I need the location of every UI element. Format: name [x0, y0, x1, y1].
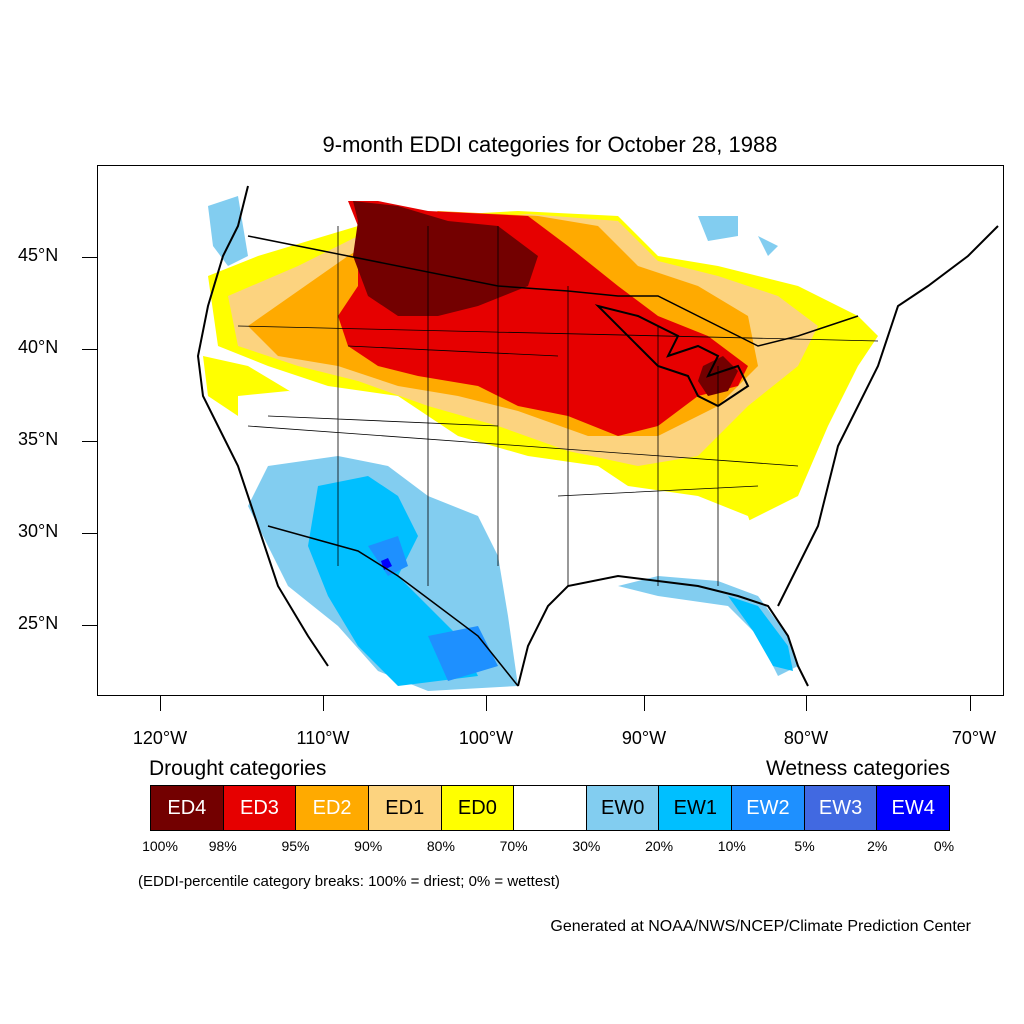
lat-label-35: 35°N [18, 429, 59, 449]
lat-tick [82, 257, 97, 258]
lat-label-30: 30°N [18, 521, 59, 541]
credit-line: Generated at NOAA/NWS/NCEP/Climate Predi… [550, 918, 971, 935]
lat-tick [82, 349, 97, 350]
state-lines [237, 226, 879, 586]
lon-label-100w: 100°W [458, 728, 514, 748]
lon-tick [806, 696, 807, 711]
border-mexico [267, 525, 519, 687]
legend-break-label: 80% [426, 838, 455, 854]
legend-break-label: 70% [499, 838, 528, 854]
lat-label-25: 25°N [18, 613, 59, 633]
legend-break-label: 5% [794, 838, 815, 854]
lon-tick [323, 696, 324, 711]
coastline-west [196, 185, 329, 667]
border-canada [247, 235, 859, 347]
legend-break-label: 98% [208, 838, 237, 854]
lat-tick [82, 441, 97, 442]
legend-break-label: 30% [572, 838, 601, 854]
legend-cell-ed2: ED2 [296, 786, 369, 830]
neutral-region-south [488, 466, 758, 576]
lat-tick [82, 625, 97, 626]
great-lakes [594, 304, 750, 408]
ew1-region-sw [308, 476, 478, 686]
legend-cell-ew3: EW3 [804, 786, 878, 830]
ew2-region-sw [368, 536, 498, 681]
lon-label-120w: 120°W [132, 728, 188, 748]
ed4-region [353, 201, 538, 316]
legend-cell-ed0: ED0 [441, 786, 515, 830]
map-title: 9-month EDDI categories for October 28, … [322, 132, 778, 157]
lon-label-90w: 90°W [621, 728, 667, 748]
legend-cell-ew0: EW0 [586, 786, 660, 830]
legend-break-label: 2% [867, 838, 888, 854]
legend-cell-neutral [514, 786, 587, 830]
legend-colorbar: ED4 ED3 ED2 ED1 ED0 EW0 EW1 EW2 EW3 EW4 [150, 785, 950, 831]
lon-tick [486, 696, 487, 711]
lon-label-110w: 110°W [296, 728, 350, 748]
eddi-map [196, 185, 999, 691]
legend-cell-ew1: EW1 [659, 786, 733, 830]
lat-tick [82, 533, 97, 534]
lon-label-70w: 70°W [951, 728, 997, 748]
ew1-region-gulf [728, 596, 793, 671]
legend-break-label: 10% [717, 838, 746, 854]
lat-label-40: 40°N [18, 337, 59, 357]
lon-tick [644, 696, 645, 711]
coastline-gulf [517, 574, 809, 687]
breaks-note: (EDDI-percentile category breaks: 100% =… [138, 873, 560, 890]
map-panel [97, 165, 1004, 696]
legend-cell-ed3: ED3 [223, 786, 297, 830]
ew0-region-ne [698, 216, 778, 256]
wetness-categories-heading: Wetness categories [765, 757, 950, 780]
neutral-region-sw [238, 391, 498, 516]
legend-break-label: 20% [645, 838, 674, 854]
lon-tick [160, 696, 161, 711]
legend-cell-ew4: EW4 [877, 786, 950, 830]
ew0-region-nw [208, 196, 248, 266]
drought-categories-heading: Drought categories [149, 757, 327, 780]
legend-cell-ew2: EW2 [732, 786, 805, 830]
lon-label-80w: 80°W [783, 728, 829, 748]
legend-cell-ed4: ED4 [151, 786, 224, 830]
legend-break-label: 0% [933, 838, 955, 854]
lon-tick [970, 696, 971, 711]
coastline-east [777, 225, 999, 607]
legend-break-label: 95% [281, 838, 310, 854]
lat-label-45: 45°N [18, 245, 59, 265]
legend-break-label: 100% [142, 838, 178, 854]
legend-break-label: 90% [354, 838, 383, 854]
legend-cell-ed1: ED1 [368, 786, 442, 830]
